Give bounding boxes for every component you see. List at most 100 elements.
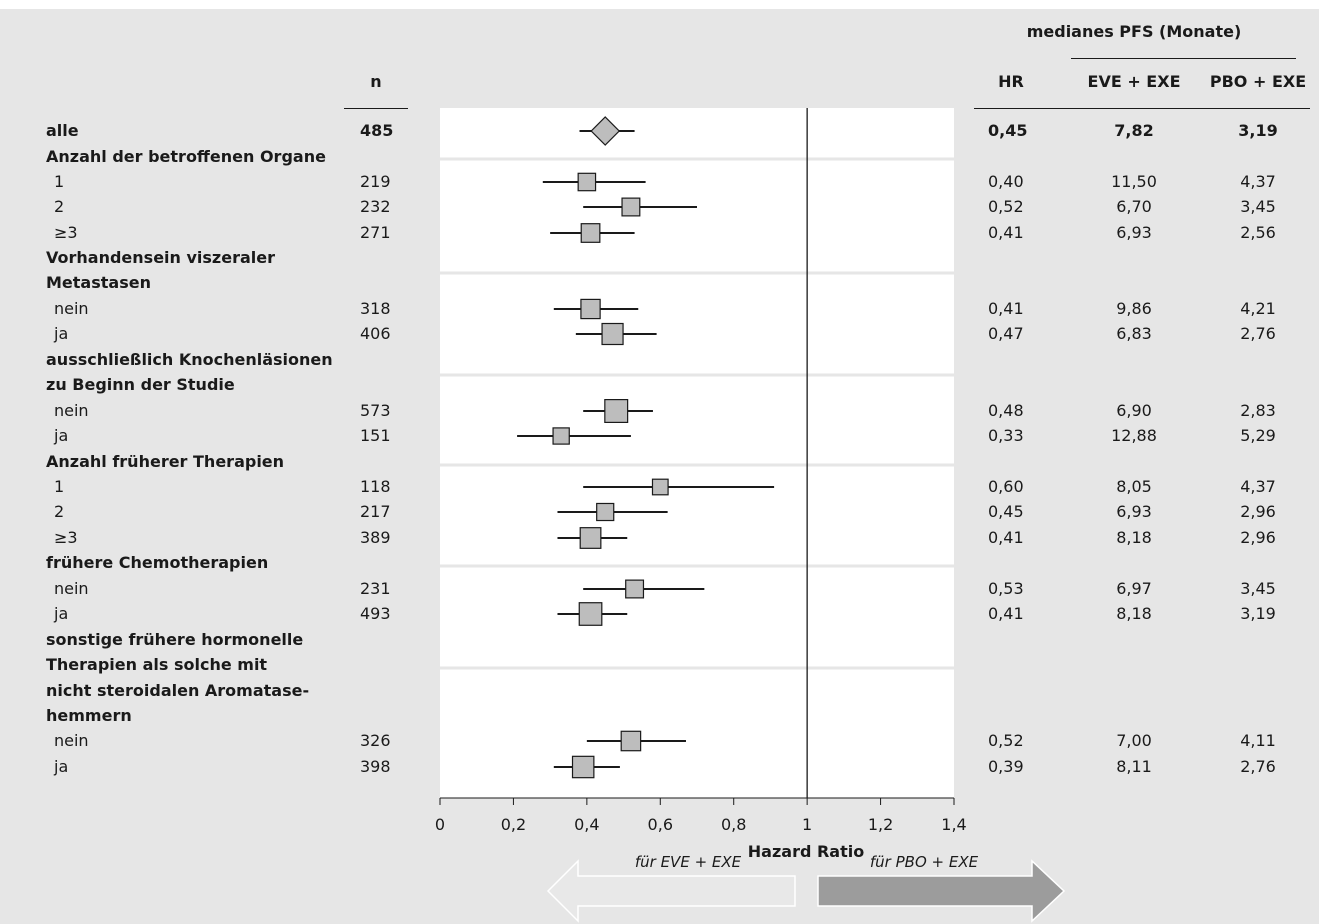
plot-panel — [440, 108, 954, 798]
hr-value: 0,45 — [988, 502, 1024, 521]
pbo-exe-value: 4,37 — [1240, 477, 1276, 496]
group-label: Anzahl früherer Therapien — [46, 452, 285, 471]
x-axis-label: Hazard Ratio — [747, 842, 865, 861]
pbo-exe-value: 2,76 — [1240, 757, 1276, 776]
n-value: 232 — [360, 197, 391, 216]
subgroup-label: nein — [54, 299, 89, 318]
header-eve-exe: EVE + EXE — [1087, 72, 1181, 91]
pbo-exe-value: 3,45 — [1240, 579, 1276, 598]
x-tick-label: 0,8 — [721, 815, 746, 834]
group-label: sonstige frühere hormonelle — [46, 630, 304, 649]
pbo-exe-value: 3,19 — [1238, 121, 1278, 140]
x-tick-label: 1,2 — [868, 815, 893, 834]
n-value: 318 — [360, 299, 391, 318]
subgroup-label: ja — [54, 604, 69, 623]
pbo-exe-value: 2,56 — [1240, 223, 1276, 242]
group-label: Therapien als solche mit — [46, 655, 268, 674]
n-value: 271 — [360, 223, 391, 242]
n-value: 398 — [360, 757, 391, 776]
subgroup-label: nein — [54, 401, 89, 420]
group-label: Anzahl der betroffenen Organe — [46, 147, 326, 166]
hr-value: 0,48 — [988, 401, 1024, 420]
hr-value: 0,40 — [988, 172, 1024, 191]
point-estimate — [621, 197, 641, 217]
subgroup-label: ja — [54, 324, 69, 343]
point-estimate — [580, 223, 601, 243]
eve-exe-value: 6,90 — [1116, 401, 1152, 420]
eve-exe-value: 6,83 — [1116, 324, 1152, 343]
subgroup-label: ja — [54, 757, 69, 776]
eve-exe-value: 6,97 — [1116, 579, 1152, 598]
overall-diamond — [590, 116, 621, 146]
subgroup-label: ja — [54, 426, 69, 445]
subgroup-label: 2 — [54, 502, 65, 521]
hr-value: 0,41 — [988, 299, 1024, 318]
point-estimate — [596, 502, 615, 522]
pbo-exe-value: 4,37 — [1240, 172, 1276, 191]
row-separators — [440, 157, 1310, 670]
hr-value: 0,52 — [988, 731, 1024, 750]
hr-value: 0,39 — [988, 757, 1024, 776]
hr-value: 0,52 — [988, 197, 1024, 216]
pbo-exe-value: 2,96 — [1240, 502, 1276, 521]
x-tick-label: 0,4 — [574, 815, 599, 834]
eve-exe-value: 8,05 — [1116, 477, 1152, 496]
point-estimate — [580, 298, 601, 320]
group-label: Vorhandensein viszeraler — [46, 248, 275, 267]
chart-marks — [517, 116, 775, 779]
x-tick-label: 0,2 — [501, 815, 526, 834]
point-estimate — [552, 427, 570, 445]
n-value: 573 — [360, 401, 391, 420]
eve-exe-value: 6,93 — [1116, 223, 1152, 242]
eve-exe-value: 8,11 — [1116, 757, 1152, 776]
n-value: 217 — [360, 502, 391, 521]
eve-exe-value: 9,86 — [1116, 299, 1152, 318]
n-value: 326 — [360, 731, 391, 750]
point-estimate — [601, 322, 624, 346]
hr-value: 0,41 — [988, 604, 1024, 623]
header-rule-right — [974, 108, 1310, 109]
header-hr: HR — [998, 72, 1024, 91]
header-median-pfs: medianes PFS (Monate) — [1026, 22, 1242, 41]
point-estimate — [578, 602, 603, 626]
overall-label: alle — [46, 121, 79, 140]
n-value: 493 — [360, 604, 391, 623]
hr-value: 0,33 — [988, 426, 1024, 445]
hr-value: 0,41 — [988, 528, 1024, 547]
subgroup-label: nein — [54, 731, 89, 750]
n-value: 485 — [360, 121, 394, 140]
subgroup-label: 2 — [54, 197, 65, 216]
x-tick-label: 1,4 — [941, 815, 966, 834]
eve-exe-value: 6,70 — [1116, 197, 1152, 216]
hr-value: 0,53 — [988, 579, 1024, 598]
pbo-exe-value: 2,83 — [1240, 401, 1276, 420]
header-pbo-exe: PBO + EXE — [1209, 72, 1307, 91]
x-axis: 0 0,2 0,4 0,6 0,8 1 1,2 1,4 — [435, 797, 967, 834]
n-value: 406 — [360, 324, 391, 343]
group-label: hemmern — [46, 706, 132, 725]
point-estimate — [577, 172, 597, 192]
eve-exe-value: 7,82 — [1114, 121, 1154, 140]
n-value: 231 — [360, 579, 391, 598]
pbo-exe-value: 2,76 — [1240, 324, 1276, 343]
right-arrow — [817, 859, 1066, 923]
pbo-exe-value: 5,29 — [1240, 426, 1276, 445]
eve-exe-value: 12,88 — [1111, 426, 1157, 445]
group-label: ausschließlich Knochenläsionen — [46, 350, 333, 369]
pbo-exe-value: 4,11 — [1240, 731, 1276, 750]
subgroup-label: ≥3 — [54, 223, 78, 242]
point-estimate — [604, 399, 629, 424]
point-estimate — [651, 478, 669, 496]
group-label: zu Beginn der Studie — [46, 375, 235, 394]
hr-value: 0,47 — [988, 324, 1024, 343]
point-estimate — [579, 527, 602, 549]
group-label: frühere Chemotherapien — [46, 553, 269, 572]
eve-exe-value: 11,50 — [1111, 172, 1157, 191]
subgroup-label: ≥3 — [54, 528, 78, 547]
x-tick-label: 0 — [435, 815, 445, 834]
eve-exe-value: 8,18 — [1116, 604, 1152, 623]
left-arrow — [546, 859, 796, 923]
favors-pbo-label: für PBO + EXE — [869, 853, 979, 871]
